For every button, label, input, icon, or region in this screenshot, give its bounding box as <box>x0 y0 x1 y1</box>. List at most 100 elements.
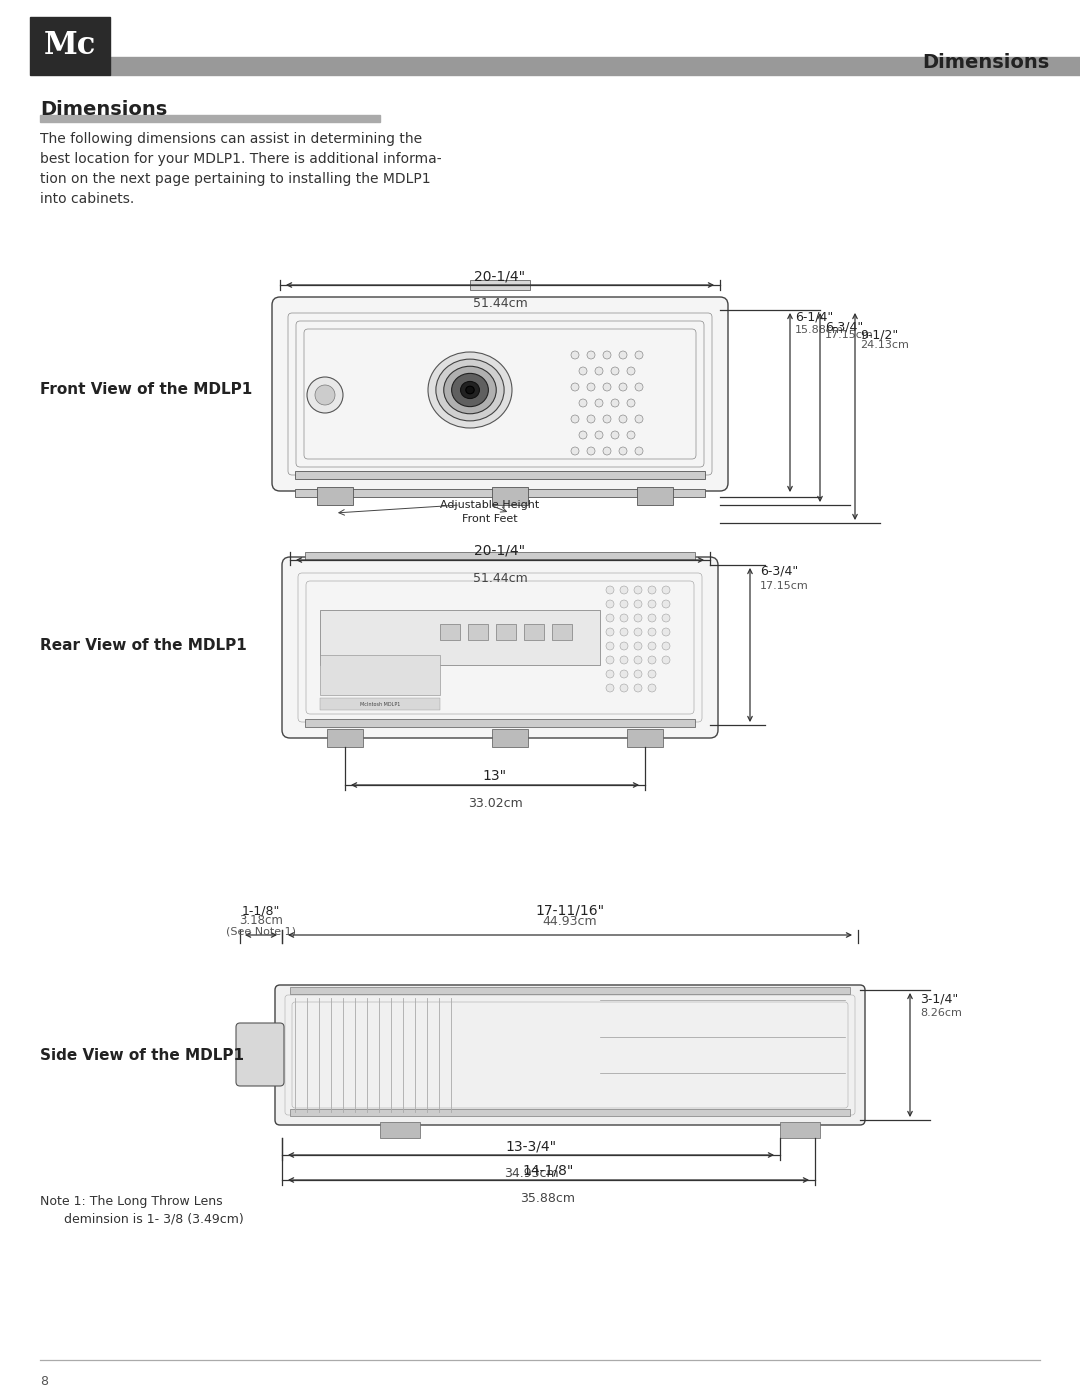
Circle shape <box>620 585 627 594</box>
Bar <box>468 624 488 640</box>
Text: 3-1/4": 3-1/4" <box>920 993 958 1006</box>
Circle shape <box>634 599 642 608</box>
Circle shape <box>619 415 627 423</box>
Circle shape <box>571 383 579 391</box>
Circle shape <box>619 383 627 391</box>
Circle shape <box>595 367 603 374</box>
Circle shape <box>635 447 643 455</box>
Ellipse shape <box>428 352 512 427</box>
Bar <box>318 488 353 504</box>
Circle shape <box>571 447 579 455</box>
Bar <box>295 471 705 479</box>
Ellipse shape <box>444 366 496 414</box>
Circle shape <box>579 400 588 407</box>
Circle shape <box>620 599 627 608</box>
Text: 17-11/16": 17-11/16" <box>536 902 605 916</box>
Text: 33.02cm: 33.02cm <box>468 798 523 810</box>
Bar <box>492 729 528 747</box>
Circle shape <box>634 643 642 650</box>
Circle shape <box>662 657 670 664</box>
Text: 6-3/4": 6-3/4" <box>760 564 798 578</box>
Text: 34.93cm: 34.93cm <box>503 1166 558 1180</box>
Circle shape <box>634 615 642 622</box>
Bar <box>320 655 440 694</box>
Circle shape <box>606 657 615 664</box>
Circle shape <box>606 599 615 608</box>
FancyBboxPatch shape <box>272 298 728 490</box>
Text: 8.26cm: 8.26cm <box>920 1009 962 1018</box>
Circle shape <box>635 351 643 359</box>
Bar <box>627 729 663 747</box>
Circle shape <box>588 415 595 423</box>
Text: Dimensions: Dimensions <box>40 101 167 119</box>
Circle shape <box>588 383 595 391</box>
Circle shape <box>634 671 642 678</box>
Text: 35.88cm: 35.88cm <box>521 1192 576 1206</box>
Text: Front View of the MDLP1: Front View of the MDLP1 <box>40 383 253 398</box>
Circle shape <box>648 671 656 678</box>
Circle shape <box>627 400 635 407</box>
Ellipse shape <box>465 386 474 394</box>
Circle shape <box>606 629 615 636</box>
Circle shape <box>648 657 656 664</box>
Text: Adjustable Height: Adjustable Height <box>441 500 540 510</box>
Text: 51.44cm: 51.44cm <box>473 298 527 310</box>
Bar <box>552 624 572 640</box>
Bar <box>492 488 528 504</box>
Circle shape <box>606 671 615 678</box>
Circle shape <box>606 615 615 622</box>
Circle shape <box>595 400 603 407</box>
Text: Mc: Mc <box>44 31 96 61</box>
Bar <box>327 729 363 747</box>
Text: The following dimensions can assist in determining the
best location for your MD: The following dimensions can assist in d… <box>40 131 442 207</box>
Bar <box>305 552 696 560</box>
Bar <box>637 488 673 504</box>
Circle shape <box>619 351 627 359</box>
Circle shape <box>662 599 670 608</box>
Circle shape <box>634 629 642 636</box>
Circle shape <box>648 585 656 594</box>
Text: 13": 13" <box>483 768 508 782</box>
Circle shape <box>606 685 615 692</box>
Circle shape <box>662 615 670 622</box>
Text: Rear View of the MDLP1: Rear View of the MDLP1 <box>40 637 246 652</box>
Text: 8: 8 <box>40 1375 48 1389</box>
Circle shape <box>662 643 670 650</box>
Circle shape <box>588 351 595 359</box>
Circle shape <box>648 685 656 692</box>
Circle shape <box>620 643 627 650</box>
Circle shape <box>588 447 595 455</box>
Bar <box>291 1109 850 1116</box>
Bar <box>295 489 705 497</box>
Circle shape <box>611 432 619 439</box>
FancyBboxPatch shape <box>237 1023 284 1085</box>
FancyBboxPatch shape <box>282 557 718 738</box>
Circle shape <box>662 629 670 636</box>
Text: Note 1: The Long Throw Lens
      deminsion is 1- 3/8 (3.49cm): Note 1: The Long Throw Lens deminsion is… <box>40 1194 244 1227</box>
Circle shape <box>579 367 588 374</box>
Circle shape <box>627 432 635 439</box>
Circle shape <box>611 400 619 407</box>
Text: 51.44cm: 51.44cm <box>473 571 527 585</box>
Circle shape <box>648 615 656 622</box>
Bar <box>470 279 530 291</box>
Circle shape <box>620 685 627 692</box>
Circle shape <box>606 643 615 650</box>
Bar <box>305 719 696 726</box>
Bar <box>30 17 110 75</box>
Bar <box>380 1122 420 1139</box>
Bar <box>524 624 544 640</box>
Text: 6-3/4": 6-3/4" <box>825 320 863 332</box>
Circle shape <box>606 585 615 594</box>
Text: 17.15cm: 17.15cm <box>760 581 809 591</box>
Circle shape <box>620 671 627 678</box>
Circle shape <box>634 685 642 692</box>
Circle shape <box>579 432 588 439</box>
Ellipse shape <box>451 373 488 407</box>
Bar <box>440 624 460 640</box>
Circle shape <box>603 415 611 423</box>
Bar <box>320 610 600 665</box>
Bar <box>291 988 850 995</box>
Text: 13-3/4": 13-3/4" <box>505 1139 556 1153</box>
Text: McIntosh MDLP1: McIntosh MDLP1 <box>360 703 401 707</box>
